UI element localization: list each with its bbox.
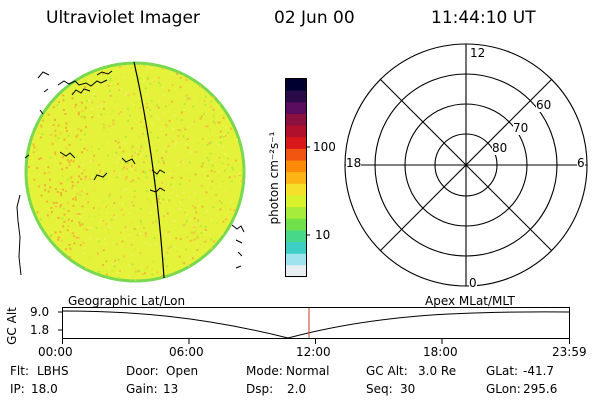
lat-label-60: 60 — [536, 98, 552, 112]
timeline-ytick-9: 9.0 — [30, 305, 50, 319]
timeline-right-label: Apex MLat/MLT — [425, 294, 515, 308]
meridian-line — [133, 61, 165, 279]
mlt-label-12: 12 — [470, 46, 486, 60]
info-dsp-value: 2.0 — [287, 382, 307, 396]
coastline-nw — [37, 71, 50, 115]
timeline-xtick-0000: 00:00 — [38, 345, 73, 359]
info-door-key: Door: — [126, 364, 159, 378]
info-ip-key: IP: — [10, 382, 25, 396]
mlt-label-18: 18 — [346, 156, 362, 170]
observation-date: 02 Jun 00 — [274, 8, 355, 28]
timeline-xtick-1200: 12:00 — [296, 345, 331, 359]
info-glon-value: 295.6 — [523, 382, 558, 396]
observation-time: 11:44:10 UT — [431, 8, 536, 28]
info-filter-key: Flt: — [10, 364, 29, 378]
mlt-label-6: 6 — [577, 156, 585, 170]
timeline-xtick-2359: 23:59 — [552, 345, 587, 359]
coastline-east — [231, 224, 245, 269]
info-glat-value: -41.7 — [523, 364, 555, 378]
timeline-ytick-1: 1.8 — [30, 323, 50, 337]
colorbar-tick-100: 100 — [313, 140, 336, 154]
lat-label-70: 70 — [513, 121, 529, 135]
auroral-speckle — [27, 64, 244, 281]
info-glat-key: GLat: — [486, 364, 519, 378]
timeline-xtick-1800: 18:00 — [423, 345, 458, 359]
info-seq-value: 30 — [400, 382, 416, 396]
info-mode-key: Mode: — [246, 364, 283, 378]
info-glon-key: GLon: — [486, 382, 521, 396]
info-door-value: Open — [166, 364, 199, 378]
coastline-north — [57, 70, 113, 96]
colorbar-tick-10: 10 — [315, 228, 331, 242]
info-gain-key: Gain: — [126, 382, 158, 396]
colorbar — [285, 78, 310, 278]
timeline-left-label: Geographic Lat/Lon — [68, 294, 186, 308]
info-gain-value: 13 — [163, 382, 179, 396]
info-seq-key: Seq: — [366, 382, 393, 396]
info-filter-value: LBHS — [37, 364, 69, 378]
info-gcalt-key: GC Alt: — [366, 364, 408, 378]
info-ip-value: 18.0 — [31, 382, 58, 396]
coastline-mid — [59, 151, 166, 193]
lat-label-80: 80 — [492, 141, 508, 155]
info-gcalt-value: 3.0 Re — [418, 364, 457, 378]
info-mode-value: Normal — [286, 364, 330, 378]
coastline-west — [16, 154, 30, 276]
info-dsp-key: Dsp: — [246, 382, 274, 396]
mlt-label-0: 0 — [469, 276, 477, 290]
timeline-xtick-0600: 06:00 — [169, 345, 204, 359]
altitude-curve — [62, 310, 570, 339]
polar-diagonal-2 — [379, 78, 553, 252]
instrument-title: Ultraviolet Imager — [46, 8, 200, 28]
